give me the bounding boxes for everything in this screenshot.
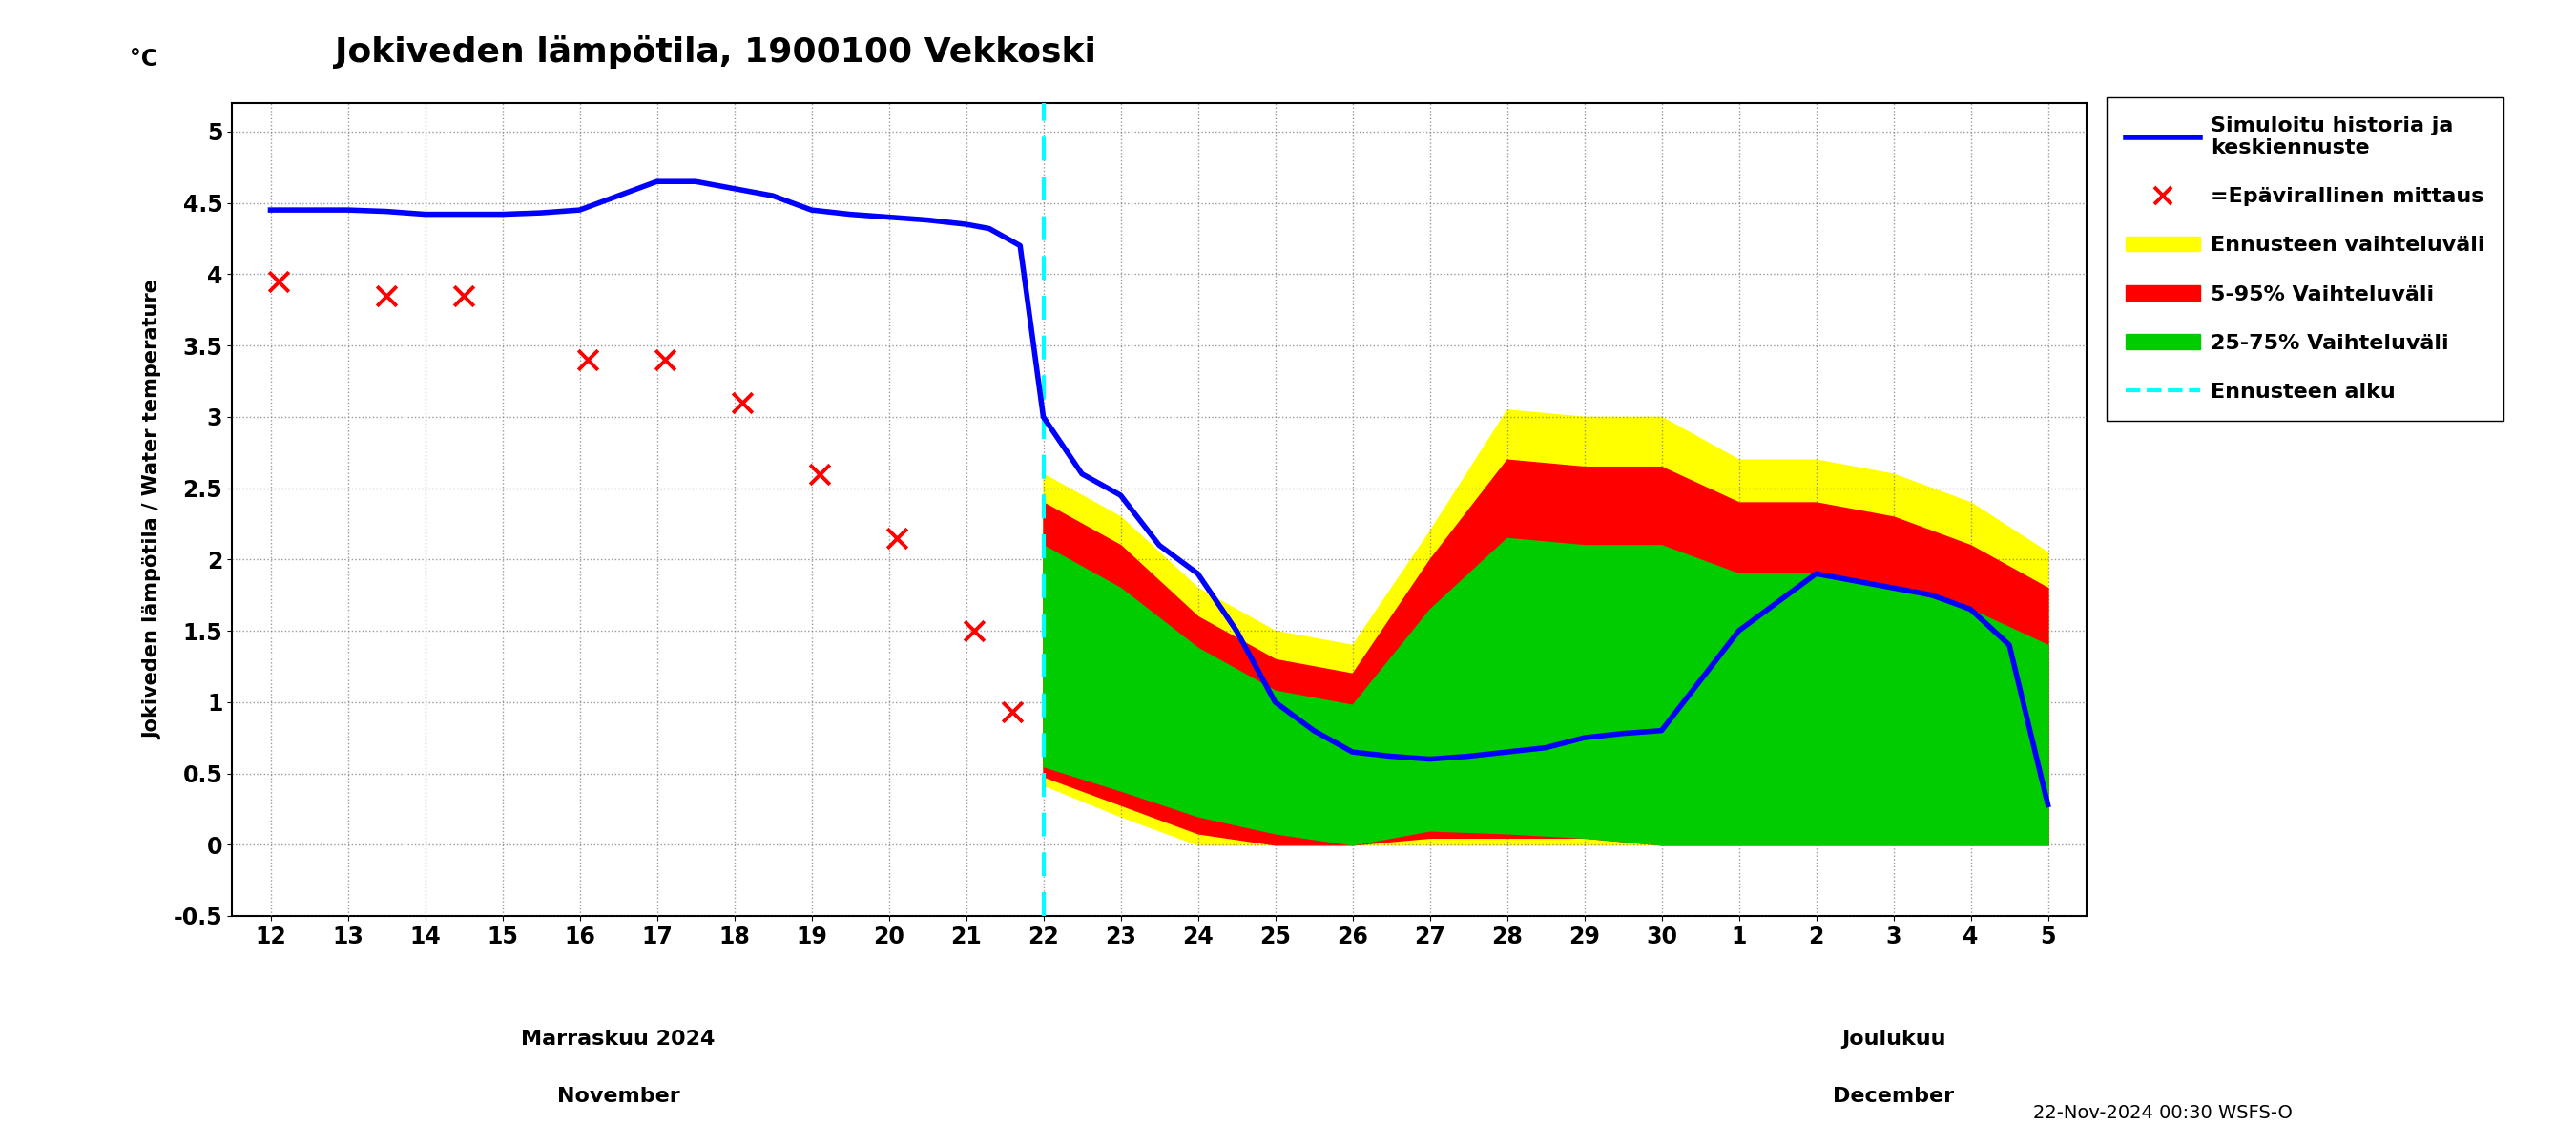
Text: Jokiveden lämpötila, 1900100 Vekkoski: Jokiveden lämpötila, 1900100 Vekkoski <box>335 35 1097 69</box>
Legend: Simuloitu historia ja
keskiennuste, =Epävirallinen mittaus, Ennusteen vaihteluvä: Simuloitu historia ja keskiennuste, =Epä… <box>2107 97 2504 420</box>
Text: 22-Nov-2024 00:30 WSFS-O: 22-Nov-2024 00:30 WSFS-O <box>2032 1104 2293 1122</box>
Text: November: November <box>556 1087 680 1106</box>
Point <box>876 529 917 547</box>
Point <box>799 465 840 483</box>
Y-axis label: Jokiveden lämpötila / Water temperature: Jokiveden lämpötila / Water temperature <box>144 279 162 740</box>
Text: Marraskuu 2024: Marraskuu 2024 <box>520 1029 716 1049</box>
Point <box>721 394 762 412</box>
Point <box>992 703 1033 721</box>
Point <box>258 273 299 291</box>
Point <box>953 622 994 640</box>
Text: Joulukuu: Joulukuu <box>1842 1029 1945 1049</box>
Point <box>644 350 685 369</box>
Point <box>366 286 407 305</box>
Point <box>443 286 484 305</box>
Text: December: December <box>1832 1087 1955 1106</box>
Text: °C: °C <box>129 48 157 71</box>
Point <box>567 350 608 369</box>
